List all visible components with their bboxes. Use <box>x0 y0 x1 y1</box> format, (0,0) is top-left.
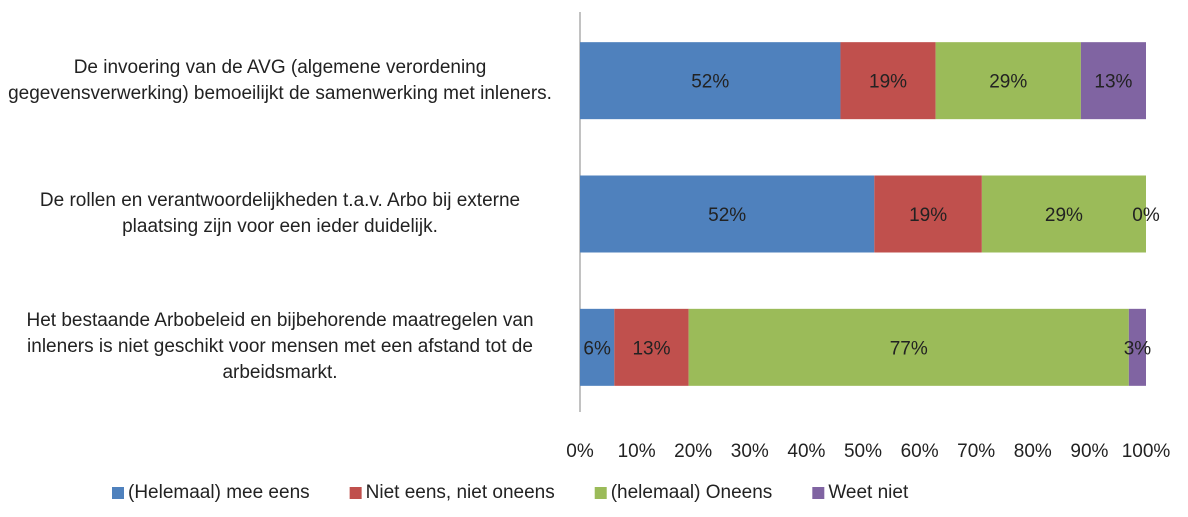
data-label: 6% <box>583 338 611 359</box>
x-tick-label: 90% <box>1070 441 1108 462</box>
legend-swatch <box>812 487 825 499</box>
bar-segment <box>1128 308 1146 386</box>
x-tick-label: 70% <box>957 441 995 462</box>
category-label: De invoering van de AVG (algemene verord… <box>8 56 552 104</box>
data-label: 29% <box>1045 205 1083 226</box>
data-label: 52% <box>691 72 729 93</box>
x-tick-label: 60% <box>901 441 939 462</box>
data-label: 13% <box>1094 72 1132 93</box>
data-label: 29% <box>989 72 1027 93</box>
legend-label: Weet niet <box>828 482 909 503</box>
category-label: De rollen en verantwoordelijkheden t.a.v… <box>39 190 521 237</box>
data-label: 52% <box>708 205 746 226</box>
x-tick-label: 10% <box>618 441 656 462</box>
x-tick-label: 40% <box>787 441 825 462</box>
bar-segment <box>935 42 1081 120</box>
legend-swatch <box>112 487 124 499</box>
x-tick-label: 50% <box>844 441 882 462</box>
legend-swatch <box>349 487 362 499</box>
data-label: 19% <box>909 205 947 226</box>
data-label: 0% <box>1132 205 1160 226</box>
legend-label: (helemaal) Oneens <box>611 482 773 503</box>
data-label: 19% <box>869 72 907 93</box>
x-tick-label: 30% <box>731 441 769 462</box>
bar-segment <box>614 308 689 386</box>
bar-segment <box>1080 42 1146 120</box>
data-label: 77% <box>890 338 928 359</box>
legend-label: Niet eens, niet oneens <box>366 482 555 503</box>
bar-segment <box>580 42 841 120</box>
x-tick-label: 0% <box>566 441 594 462</box>
bar-segment <box>688 308 1129 386</box>
legend-swatch <box>594 487 607 499</box>
bar-segment <box>981 175 1146 253</box>
bar-segment <box>580 175 875 253</box>
x-tick-label: 20% <box>674 441 712 462</box>
data-label: 13% <box>632 338 670 359</box>
bar-segment <box>580 308 615 386</box>
bar-segment <box>874 175 982 253</box>
legend-label: (Helemaal) mee eens <box>128 482 310 503</box>
category-label: Het bestaande Arbobeleid en bijbehorende… <box>26 310 534 384</box>
x-tick-label: 100% <box>1122 441 1171 462</box>
data-label: 3% <box>1124 338 1152 359</box>
x-tick-label: 80% <box>1014 441 1052 462</box>
bar-segment <box>840 42 936 120</box>
